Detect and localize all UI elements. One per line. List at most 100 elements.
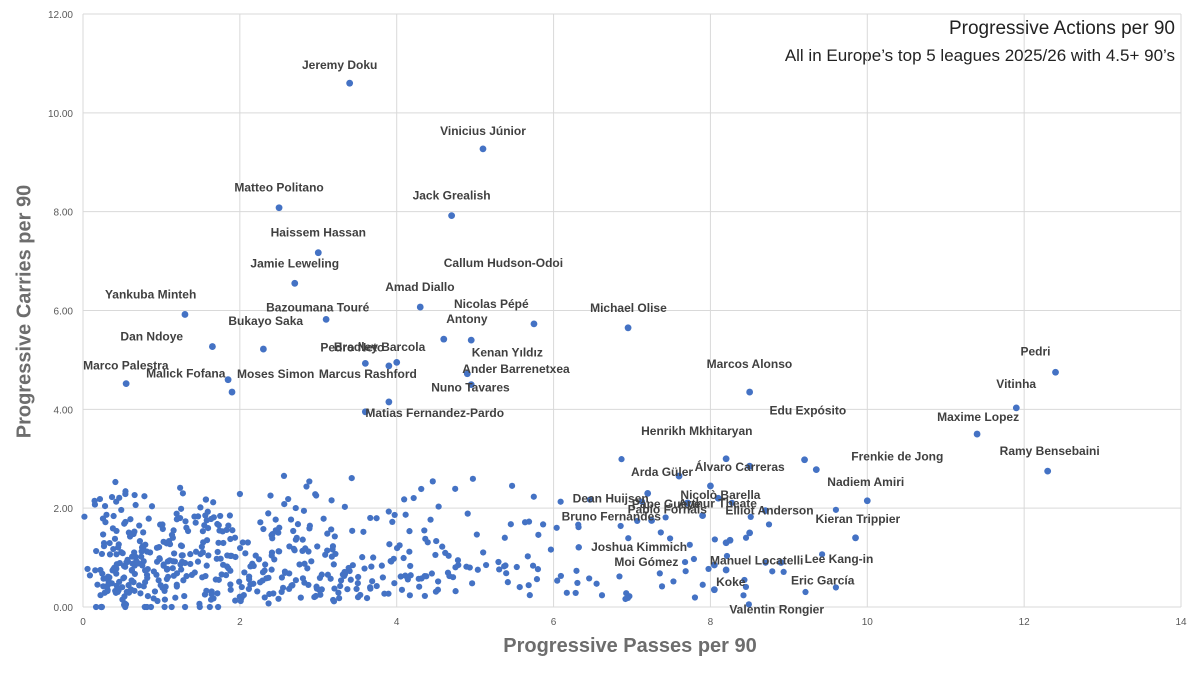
data-point	[143, 603, 151, 611]
data-point	[202, 572, 209, 580]
data-point	[129, 560, 136, 567]
data-point	[250, 580, 257, 587]
data-point	[328, 553, 335, 560]
data-point	[143, 571, 151, 579]
data-point	[557, 572, 564, 580]
x-axis-label: Progressive Passes per 90	[503, 635, 757, 657]
data-point	[265, 600, 272, 607]
data-point	[535, 531, 542, 538]
data-point	[247, 563, 254, 570]
data-point	[96, 495, 104, 503]
data-point	[507, 521, 514, 528]
labeled-data-point	[440, 335, 448, 343]
data-point	[464, 510, 471, 517]
data-point	[442, 549, 449, 556]
labeled-data-point	[746, 529, 754, 537]
data-point	[355, 573, 362, 581]
data-point	[159, 521, 166, 528]
point-label: Nuno Tavares	[431, 381, 510, 395]
data-point	[131, 491, 138, 499]
labeled-data-point	[852, 534, 859, 542]
data-point	[220, 561, 227, 568]
point-label: Kieran Trippier	[816, 512, 901, 526]
data-point	[238, 583, 245, 591]
data-point	[742, 583, 750, 591]
data-point	[136, 538, 144, 545]
data-point	[299, 547, 306, 555]
data-point	[357, 591, 364, 599]
data-point	[385, 508, 392, 515]
data-point	[173, 510, 180, 517]
data-point	[153, 558, 161, 565]
data-point	[289, 582, 296, 589]
data-point	[179, 490, 186, 497]
data-point	[159, 525, 166, 533]
data-point	[214, 590, 221, 597]
data-point	[418, 575, 425, 582]
data-point	[268, 549, 276, 556]
data-point	[658, 583, 666, 590]
data-point	[656, 570, 663, 577]
data-point	[469, 475, 477, 482]
data-point	[540, 521, 547, 528]
data-point	[155, 543, 163, 551]
data-point	[361, 565, 368, 572]
data-point	[699, 581, 706, 588]
data-point	[150, 595, 157, 602]
point-label: Vinicius Júnior	[440, 124, 526, 138]
data-point	[279, 584, 287, 591]
data-point	[262, 561, 269, 568]
labeled-data-point	[228, 388, 236, 396]
data-point	[201, 522, 208, 529]
data-point	[316, 574, 324, 582]
data-point	[100, 575, 107, 582]
point-label: Valentin Rongier	[729, 603, 824, 617]
data-point	[328, 526, 335, 533]
data-point	[378, 562, 385, 569]
data-point	[160, 561, 167, 568]
labeled-data-point	[710, 561, 718, 569]
data-point	[238, 594, 245, 601]
data-point	[454, 557, 462, 564]
data-point	[166, 557, 173, 564]
data-point	[634, 517, 641, 525]
data-point	[275, 595, 282, 602]
labeled-data-point	[467, 336, 475, 344]
data-point	[501, 563, 508, 570]
data-point	[257, 519, 264, 526]
data-point	[113, 570, 120, 577]
data-point	[187, 551, 194, 558]
data-point	[268, 566, 275, 573]
data-point	[252, 552, 259, 559]
chart-subtitle: All in Europe’s top 5 leagues 2025/26 wi…	[784, 46, 1175, 65]
data-point	[98, 603, 105, 611]
point-label: Jeremy Doku	[302, 58, 377, 72]
data-point	[435, 503, 442, 510]
data-point	[624, 594, 632, 601]
data-point	[246, 573, 253, 580]
data-point	[780, 568, 787, 575]
data-point	[207, 515, 215, 523]
data-point	[215, 522, 222, 529]
y-axis-label: Progressive Carries per 90	[13, 184, 36, 439]
point-label: Ramy Bensebaini	[1000, 444, 1100, 458]
data-point	[423, 573, 430, 580]
data-point	[210, 499, 217, 506]
x-tick-label: 12	[1019, 617, 1031, 628]
data-point	[300, 507, 308, 514]
labeled-data-point	[385, 398, 393, 406]
data-point	[401, 496, 408, 503]
data-point	[116, 578, 123, 585]
point-label: Jamie Leweling	[250, 256, 339, 270]
data-point	[482, 561, 490, 569]
data-point	[301, 560, 308, 567]
data-point	[618, 456, 625, 463]
data-point	[218, 571, 225, 578]
data-point	[192, 548, 200, 555]
data-point	[131, 528, 138, 535]
data-point	[268, 532, 275, 539]
labeled-data-point	[361, 359, 369, 367]
data-point	[553, 524, 560, 531]
labeled-data-point	[863, 497, 871, 505]
data-point	[215, 603, 222, 611]
